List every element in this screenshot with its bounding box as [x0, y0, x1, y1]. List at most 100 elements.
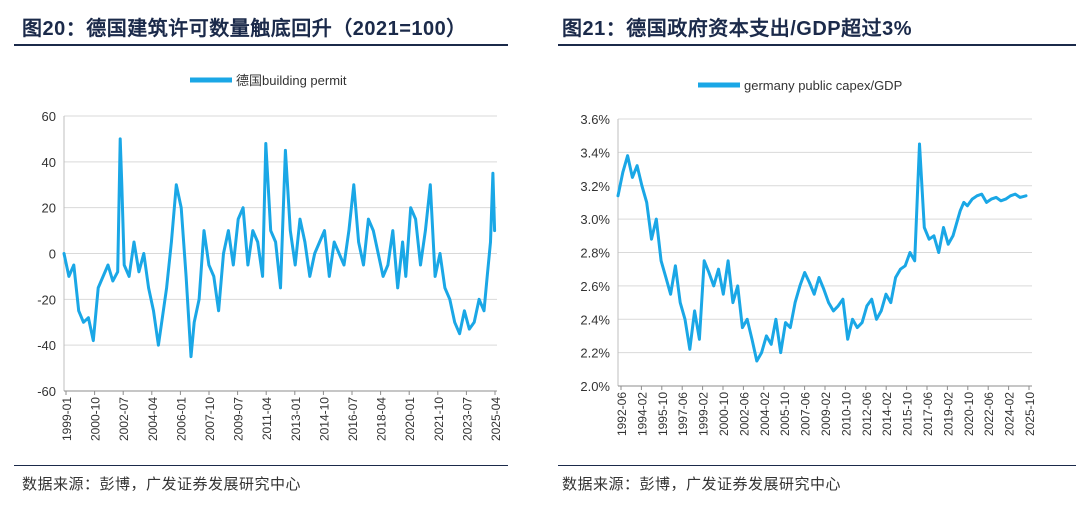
data-point [347, 229, 351, 232]
data-point [870, 298, 873, 301]
x-tick-label: 2006-01 [174, 397, 188, 441]
data-point [458, 332, 461, 335]
data-point [923, 226, 926, 229]
data-point [1014, 192, 1017, 196]
data-point [841, 298, 845, 301]
data-point [635, 164, 639, 167]
data-point [246, 263, 250, 267]
building-permit-chart: 德国building permit 60 40 20 0 -20 -40 -60 1999-01… [37, 73, 503, 441]
data-point [856, 326, 859, 329]
data-point [96, 286, 100, 290]
data-point [741, 326, 744, 329]
y-tick-label: 2.0% [580, 379, 610, 394]
y-tick-label: 3.4% [580, 145, 610, 160]
data-point [323, 229, 326, 232]
data-point [429, 183, 432, 186]
data-point [726, 259, 730, 263]
public-capex-chart: germany public capex/GDP 3.6% 3.4% 3.2% 3.0%… [580, 78, 1037, 436]
data-point [381, 275, 385, 278]
data-point [731, 301, 735, 304]
data-point [884, 293, 888, 296]
x-tick-label: 2020-10 [962, 392, 976, 436]
data-point [621, 171, 624, 174]
source-divider [14, 465, 508, 466]
data-point [92, 339, 95, 342]
title-divider [14, 44, 508, 46]
data-point [367, 217, 370, 221]
data-point [674, 264, 677, 268]
data-point [448, 298, 451, 301]
x-tick-label: 2014-02 [880, 392, 894, 436]
data-point [202, 229, 206, 232]
data-point [491, 172, 495, 175]
data-point [655, 217, 658, 221]
data-point [970, 197, 974, 201]
data-point [236, 217, 240, 221]
y-tick-label: 2.6% [580, 279, 610, 294]
data-point [1018, 196, 1022, 199]
data-point [175, 183, 178, 186]
y-tick-label: 3.2% [580, 179, 610, 194]
data-point [918, 142, 921, 146]
data-point [769, 343, 773, 346]
data-point [313, 252, 316, 255]
data-point [999, 199, 1003, 202]
data-point [357, 240, 360, 244]
data-point [683, 318, 687, 321]
x-tick-label: 2000-10 [89, 397, 103, 441]
data-point [913, 259, 916, 263]
data-point [433, 275, 437, 278]
data-point [118, 137, 122, 141]
data-point [947, 242, 950, 246]
x-tick-label: 2013-01 [289, 397, 303, 441]
x-tick-label: 1999-02 [697, 392, 711, 436]
data-point [137, 270, 141, 274]
data-point [702, 259, 706, 263]
x-tick-label: 2016-07 [346, 397, 360, 441]
y-tick-label: 2.4% [580, 312, 610, 327]
data-point [698, 338, 701, 341]
data-point [318, 240, 321, 244]
x-tick-label: 2010-10 [839, 392, 853, 436]
data-point [180, 206, 183, 209]
data-point [755, 359, 758, 363]
data-point [482, 309, 486, 312]
data-point [72, 263, 75, 267]
data-point [669, 293, 672, 296]
data-point [197, 298, 201, 301]
data-point [889, 301, 893, 304]
data-point [67, 275, 71, 278]
data-point [170, 240, 173, 244]
data-point [193, 321, 196, 324]
x-tick-label: 2024-02 [1003, 392, 1017, 436]
data-point [640, 184, 644, 187]
data-point [951, 234, 955, 238]
y-tick-label: 3.0% [580, 212, 610, 227]
x-tick-label: 2025-10 [1023, 392, 1037, 436]
x-tick-label: 2002-07 [117, 397, 131, 441]
data-point [189, 355, 193, 358]
data-point [337, 252, 341, 255]
data-point [980, 192, 983, 196]
data-point [152, 309, 155, 312]
data-point [865, 304, 869, 308]
data-point [386, 263, 390, 267]
data-point [903, 264, 907, 268]
data-point [391, 229, 395, 232]
data-point [132, 240, 136, 244]
x-tick-label: 2023-07 [460, 397, 474, 441]
legend-label: germany public capex/GDP [744, 78, 902, 93]
data-point [333, 240, 336, 244]
data-point [985, 201, 988, 204]
data-point [746, 318, 749, 321]
data-point [232, 263, 235, 267]
data-point [932, 234, 936, 238]
y-tick-label: -20 [37, 292, 56, 307]
y-tick-label: 20 [42, 201, 56, 216]
data-point [376, 252, 380, 255]
data-point [679, 301, 682, 304]
data-point [937, 251, 940, 254]
data-point [1004, 197, 1007, 201]
data-point [463, 309, 466, 312]
data-point [101, 275, 105, 278]
